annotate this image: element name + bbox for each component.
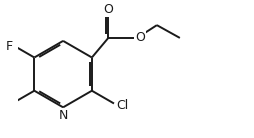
Text: F: F [5, 39, 12, 52]
Text: N: N [58, 109, 68, 122]
Text: Cl: Cl [117, 99, 129, 112]
Text: O: O [103, 3, 113, 16]
Text: O: O [135, 31, 145, 44]
